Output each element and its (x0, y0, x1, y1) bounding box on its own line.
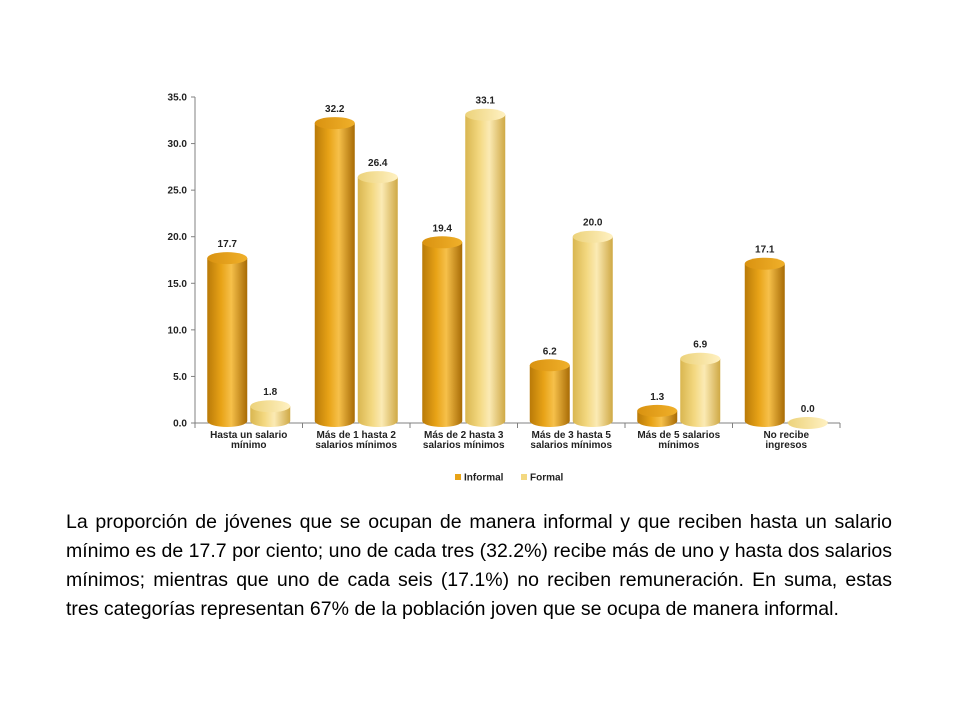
bar-informal (744, 257, 785, 427)
x-tick-label: Más de 5 salarios (637, 430, 720, 441)
bar-body (357, 177, 398, 427)
y-tick-label: 10.0 (168, 325, 188, 336)
bar-top (572, 230, 613, 243)
bar-top (314, 117, 355, 130)
x-tick-label: Hasta un salario (210, 430, 287, 441)
bar-top (465, 108, 506, 121)
bar-body (680, 358, 721, 427)
bar-informal (314, 117, 355, 427)
legend-swatch-informal (455, 474, 461, 480)
data-label: 6.9 (693, 340, 707, 351)
bar-formal (250, 400, 291, 427)
legend-label-informal: Informal (464, 473, 504, 484)
bar-top (207, 252, 248, 265)
bar-top (680, 352, 721, 365)
x-tick-label: salarios mínimos (423, 440, 505, 451)
x-tick-label: mínimos (658, 440, 700, 451)
caption-paragraph: La proporción de jóvenes que se ocupan d… (66, 511, 892, 620)
x-tick-label: Más de 3 hasta 5 (532, 430, 612, 441)
bar-body (422, 242, 463, 427)
data-label: 1.8 (263, 387, 277, 398)
bar-body (744, 263, 785, 427)
bar-body (207, 258, 248, 427)
data-label: 19.4 (433, 223, 453, 234)
data-label: 32.2 (325, 104, 345, 115)
y-tick-label: 20.0 (168, 232, 188, 243)
bar-informal (422, 236, 463, 427)
bar-top (744, 257, 785, 270)
x-tick-label: Más de 2 hasta 3 (424, 430, 504, 441)
bar-top (422, 236, 463, 249)
y-tick-label: 5.0 (173, 372, 187, 383)
y-tick-label: 25.0 (168, 186, 188, 197)
bar-formal (465, 108, 506, 427)
data-label: 0.0 (801, 404, 815, 415)
data-label: 33.1 (476, 96, 496, 107)
bar-informal (207, 252, 248, 427)
bar-body (572, 236, 613, 427)
x-tick-label: Más de 1 hasta 2 (317, 430, 397, 441)
y-tick-label: 35.0 (168, 93, 188, 104)
bar-top (637, 404, 678, 417)
x-tick-label: salarios mínimos (530, 440, 612, 451)
bar-top (250, 400, 291, 413)
bar-chart: 0.0 5.0 10.0 15.0 20.0 25.0 30.0 35.0 17.7 1.8 Has… (140, 80, 860, 490)
data-label: 1.3 (650, 392, 664, 403)
bar-informal (637, 404, 678, 427)
bar-formal (680, 352, 721, 427)
data-label: 17.1 (755, 245, 775, 256)
x-tick-label: mínimo (231, 440, 267, 451)
x-tick-label: salarios mínimos (315, 440, 397, 451)
y-tick-label: 0.0 (173, 419, 187, 430)
bar-top (357, 171, 398, 184)
bar-top (787, 417, 828, 429)
x-tick-label: No recibe (763, 430, 809, 441)
legend-label-formal: Formal (530, 473, 564, 484)
data-label: 26.4 (368, 158, 388, 169)
bar-informal (529, 359, 570, 427)
y-tick-label: 15.0 (168, 279, 188, 290)
data-label: 6.2 (543, 346, 557, 357)
legend-swatch-formal (521, 474, 527, 480)
bar-top (529, 359, 570, 372)
y-tick-label: 30.0 (168, 139, 188, 150)
data-label: 17.7 (218, 239, 238, 250)
x-tick-label: ingresos (765, 440, 807, 451)
chart-svg: 0.0 5.0 10.0 15.0 20.0 25.0 30.0 35.0 17.7 1.8 Has… (168, 93, 841, 484)
bar-body (529, 365, 570, 427)
bar-formal (787, 417, 828, 429)
bar-formal (572, 230, 613, 427)
data-label: 20.0 (583, 218, 603, 229)
bar-body (314, 123, 355, 427)
bar-formal (357, 171, 398, 427)
bar-body (465, 114, 506, 427)
